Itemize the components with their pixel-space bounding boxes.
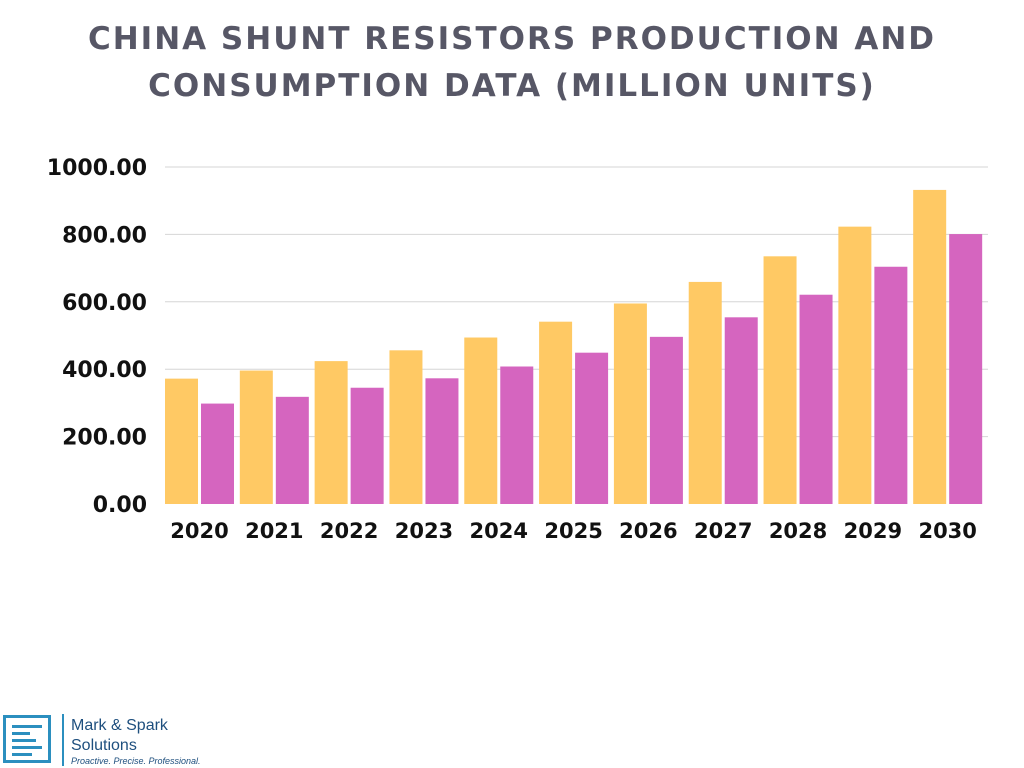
bar-production-2025 [539,321,573,504]
logo-name-line-1: Mark & Spark [71,717,168,734]
logo-tagline: Proactive. Precise. Professional. [71,756,201,766]
bar-production-2029 [838,226,872,505]
bar-consumption-2025 [575,352,609,504]
chart-title: CHINA SHUNT RESISTORS PRODUCTION AND CON… [0,16,1024,109]
x-tick-label: 2021 [245,519,303,543]
y-tick-label: 400.00 [62,358,147,383]
bars [165,189,983,505]
bar-consumption-2020 [201,403,234,504]
bar-consumption-2029 [874,266,908,504]
x-tick-label: 2023 [395,519,453,543]
bar-production-2027 [688,281,722,504]
bar-production-2020 [165,378,198,504]
x-tick-label: 2020 [170,519,228,543]
bar-consumption-2027 [724,317,758,504]
y-tick-label: 0.00 [93,493,147,518]
x-tick-label: 2030 [918,519,976,543]
y-tick-label: 800.00 [62,223,147,248]
x-tick-label: 2027 [694,519,752,543]
bar-production-2028 [763,256,797,504]
y-tick-label: 1000.00 [47,156,147,181]
bar-production-2024 [464,337,498,504]
x-tick-label: 2025 [544,519,602,543]
bar-chart: 0.00 200.00 400.00 600.00 800.00 1000.00 2020… [47,156,988,543]
bar-consumption-2021 [275,396,309,504]
logo-divider [62,714,64,766]
y-axis-ticks: 0.00 200.00 400.00 600.00 800.00 1000.00 [47,156,147,518]
bar-consumption-2030 [949,234,983,505]
document-lines-icon [3,715,51,763]
x-tick-label: 2028 [769,519,827,543]
logo-name-line-2: Solutions [71,737,137,754]
y-tick-label: 200.00 [62,426,147,451]
bar-consumption-2026 [649,336,683,504]
bar-consumption-2023 [425,378,459,504]
bar-production-2023 [389,350,423,504]
chart-title-line-1: CHINA SHUNT RESISTORS PRODUCTION AND [87,21,937,57]
company-logo: Mark & Spark Solutions Proactive. Precis… [0,712,300,768]
bar-production-2026 [613,303,647,504]
bar-production-2022 [314,361,348,504]
bar-consumption-2024 [500,366,534,504]
y-tick-label: 600.00 [62,291,147,316]
bar-consumption-2022 [350,387,384,504]
chart-title-line-2: CONSUMPTION DATA (MILLION UNITS) [148,67,876,104]
bar-production-2030 [913,189,947,504]
x-axis-labels: 2020 2021 2022 2023 2024 2025 2026 2027 2028 2029… [170,519,977,543]
x-tick-label: 2026 [619,519,677,543]
x-tick-label: 2029 [844,519,902,543]
x-tick-label: 2022 [320,519,378,543]
x-tick-label: 2024 [470,519,528,543]
bar-production-2021 [239,370,273,504]
bar-consumption-2028 [799,294,833,504]
